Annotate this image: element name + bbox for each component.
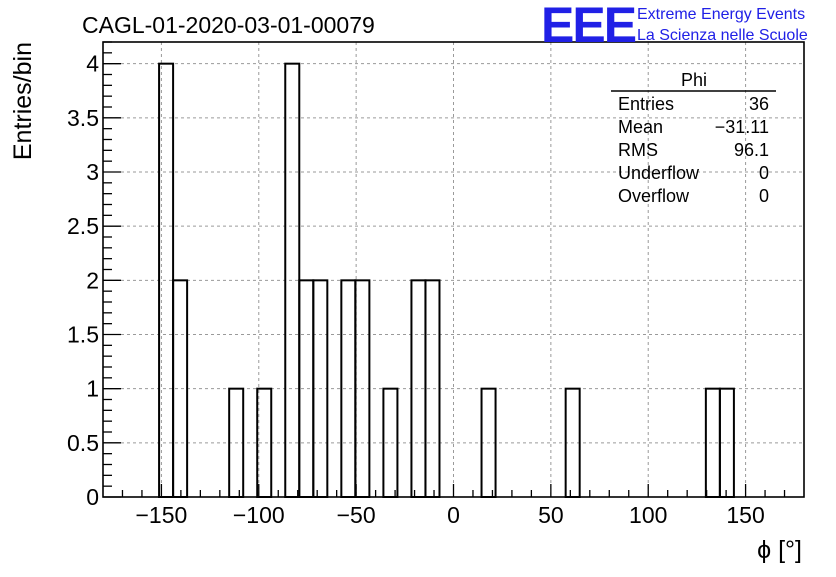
grid-layer xyxy=(103,42,804,497)
x-tick-label: −50 xyxy=(337,502,376,528)
x-tick-label: 50 xyxy=(538,502,564,528)
x-tick-label: 0 xyxy=(447,502,460,528)
y-tick-label: 0.5 xyxy=(67,430,99,456)
stats-row-label: Entries xyxy=(618,94,674,114)
stats-row-label: Underflow xyxy=(618,163,700,183)
stats-row-value: 36 xyxy=(749,94,769,114)
x-tick-label: 150 xyxy=(726,502,764,528)
y-axis-label: Entries/bin xyxy=(9,42,37,160)
y-tick-label: 2.5 xyxy=(67,213,99,239)
x-axis-label: ϕ [°] xyxy=(757,536,802,564)
y-tick-label: 0 xyxy=(86,484,99,510)
stats-row-label: Mean xyxy=(618,117,663,137)
stats-row-value: 96.1 xyxy=(734,140,769,160)
histogram-layer xyxy=(158,62,735,499)
stats-box-name: Phi xyxy=(681,70,707,90)
stats-box: Phi Entries 36 Mean −31.11 RMS 96.1 Unde… xyxy=(611,70,776,206)
stats-row-value: 0 xyxy=(759,163,769,183)
y-tick-label: 3 xyxy=(86,159,99,185)
y-tick-label: 4 xyxy=(86,51,99,77)
eee-logo: EEE Extreme Energy Events La Scienza nel… xyxy=(541,0,808,53)
tick-label-layer: −150 −100 −50 0 50 100 150 0 0.5 1 1.5 2 2.5 3 3.5 4 xyxy=(67,51,765,528)
logo-line-2: La Scienza nelle Scuole xyxy=(637,27,808,44)
y-tick-label: 3.5 xyxy=(67,105,99,131)
stats-row-value: 0 xyxy=(759,186,769,206)
logo-mark: EEE xyxy=(541,0,636,53)
stats-row-label: Overflow xyxy=(618,186,690,206)
y-tick-label: 2 xyxy=(86,267,99,293)
stats-row-value: −31.11 xyxy=(715,117,769,137)
stats-row-label: RMS xyxy=(618,140,658,160)
x-tick-label: −100 xyxy=(233,502,285,528)
tick-layer xyxy=(103,41,786,498)
x-tick-label: 100 xyxy=(629,502,667,528)
x-tick-label: −150 xyxy=(136,502,188,528)
y-tick-label: 1.5 xyxy=(67,322,99,348)
chart-title: CAGL-01-2020-03-01-00079 xyxy=(82,12,375,38)
y-tick-label: 1 xyxy=(86,376,99,402)
logo-line-1: Extreme Energy Events xyxy=(637,6,805,23)
